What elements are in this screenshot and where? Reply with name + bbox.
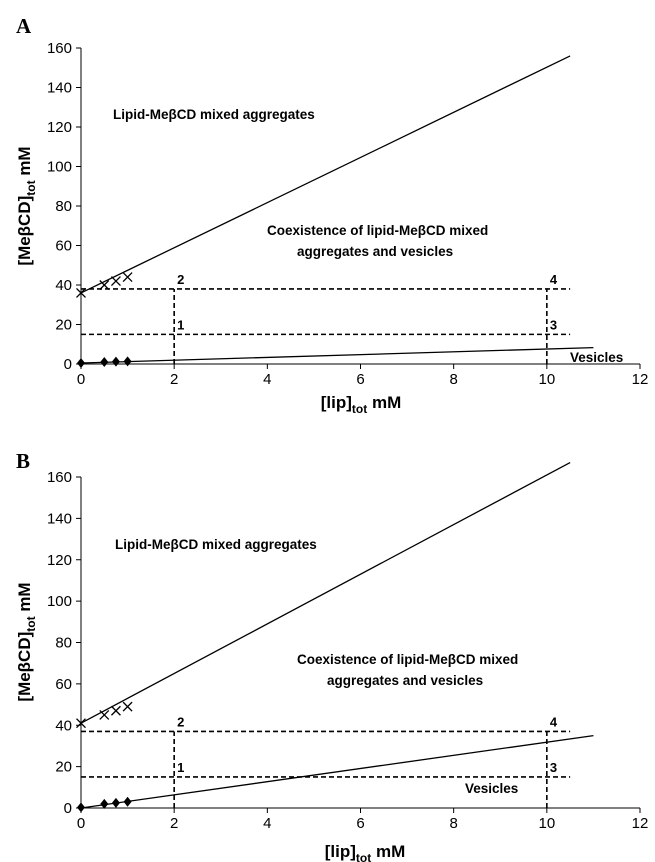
x-marker-stroke xyxy=(122,701,133,712)
x-marker-point xyxy=(110,276,121,287)
x-marker-stroke xyxy=(99,280,110,290)
point-label-2: 2 xyxy=(177,272,184,287)
y-tick-label: 100 xyxy=(47,159,72,176)
x-axis-title-main: [lip] xyxy=(325,842,356,861)
y-tick-label: 140 xyxy=(47,510,72,527)
x-marker-stroke xyxy=(110,705,121,716)
point-label-4: 4 xyxy=(550,272,558,287)
x-tick-label: 2 xyxy=(170,815,178,832)
diamond-marker-point xyxy=(77,802,85,813)
point-label-3: 3 xyxy=(550,317,557,332)
x-tick-label: 10 xyxy=(538,815,555,832)
x-marker-stroke xyxy=(76,287,86,298)
y-tick-label: 160 xyxy=(47,469,72,486)
y-tick-label: 80 xyxy=(55,635,72,652)
x-marker-point xyxy=(76,287,86,298)
y-tick-label: 120 xyxy=(47,119,72,136)
y-tick-label: 140 xyxy=(47,80,72,97)
x-marker-point xyxy=(122,272,133,283)
y-tick-label: 160 xyxy=(47,40,72,57)
point-label-1: 1 xyxy=(177,760,184,775)
panel-letter: A xyxy=(16,14,32,38)
x-tick-label: 12 xyxy=(632,371,649,388)
x-tick-label: 2 xyxy=(170,371,178,388)
diamond-marker-point xyxy=(123,356,132,367)
region-annotation: aggregates and vesicles xyxy=(297,244,453,259)
x-tick-label: 4 xyxy=(263,815,271,832)
diamond-marker-point xyxy=(111,797,120,808)
x-tick-label: 12 xyxy=(632,815,649,832)
x-marker-point xyxy=(76,718,86,729)
panel-letter: B xyxy=(16,449,30,473)
y-tick-label: 100 xyxy=(47,593,72,610)
upper-boundary-line xyxy=(80,461,571,724)
region-annotation: Vesicles xyxy=(570,350,623,365)
y-axis-title-unit: mM xyxy=(15,146,34,180)
y-axis-title-main: [MeβCD] xyxy=(15,632,34,702)
y-axis-title: [MeβCD]tot mM xyxy=(15,146,38,265)
x-tick-label: 6 xyxy=(356,815,364,832)
x-axis-title-sub: tot xyxy=(356,851,371,862)
x-axis-title: [lip]tot mM xyxy=(321,393,401,416)
y-axis-title-sub: tot xyxy=(24,616,38,631)
y-axis-title-main: [MeβCD] xyxy=(15,196,34,266)
y-axis-title-unit: mM xyxy=(15,582,34,616)
diamond-marker-point xyxy=(111,356,120,367)
x-marker-stroke xyxy=(99,709,110,720)
x-marker-stroke xyxy=(110,276,121,287)
y-axis-title: [MeβCD]tot mM xyxy=(15,582,38,701)
y-tick-label: 20 xyxy=(55,759,72,776)
region-annotation: Coexistence of lipid-MeβCD mixed xyxy=(297,652,518,667)
x-tick-label: 10 xyxy=(538,371,555,388)
region-annotation: Lipid-MeβCD mixed aggregates xyxy=(115,537,317,552)
y-tick-label: 60 xyxy=(55,238,72,255)
x-tick-label: 8 xyxy=(449,371,457,388)
x-tick-label: 0 xyxy=(77,371,85,388)
y-tick-label: 60 xyxy=(55,676,72,693)
diamond-marker-point xyxy=(100,357,109,368)
y-tick-label: 20 xyxy=(55,317,72,334)
x-marker-point xyxy=(99,280,110,290)
y-axis-title-sub: tot xyxy=(24,180,38,195)
region-annotation: aggregates and vesicles xyxy=(327,673,483,688)
diamond-marker-point xyxy=(100,798,109,809)
diamond-marker-point xyxy=(77,358,85,369)
point-label-4: 4 xyxy=(550,714,558,729)
y-tick-label: 120 xyxy=(47,552,72,569)
x-marker-stroke xyxy=(76,718,86,729)
x-tick-label: 0 xyxy=(77,815,85,832)
y-tick-label: 0 xyxy=(64,800,72,817)
x-tick-label: 8 xyxy=(449,815,457,832)
lower-boundary-line xyxy=(80,346,594,364)
x-marker-stroke xyxy=(122,272,133,283)
point-label-3: 3 xyxy=(550,760,557,775)
y-tick-label: 40 xyxy=(55,717,72,734)
x-axis-title-unit: mM xyxy=(367,393,401,412)
point-label-1: 1 xyxy=(177,317,184,332)
upper-boundary-line xyxy=(80,55,571,294)
x-marker-point xyxy=(122,701,133,712)
x-axis-title: [lip]tot mM xyxy=(325,842,405,862)
x-axis-title-unit: mM xyxy=(371,842,405,861)
lower-boundary-line xyxy=(80,734,594,809)
x-tick-label: 6 xyxy=(356,371,364,388)
region-annotation: Vesicles xyxy=(465,781,518,796)
diamond-marker-point xyxy=(123,796,132,807)
region-annotation: Coexistence of lipid-MeβCD mixed xyxy=(267,223,488,238)
region-annotation: Lipid-MeβCD mixed aggregates xyxy=(113,107,315,122)
y-tick-label: 40 xyxy=(55,277,72,294)
x-tick-label: 4 xyxy=(263,371,271,388)
x-axis-title-main: [lip] xyxy=(321,393,352,412)
y-tick-label: 0 xyxy=(64,356,72,373)
point-label-2: 2 xyxy=(177,714,184,729)
x-axis-title-sub: tot xyxy=(352,402,367,416)
x-marker-point xyxy=(110,705,121,716)
x-marker-point xyxy=(99,709,110,720)
y-tick-label: 80 xyxy=(55,198,72,215)
